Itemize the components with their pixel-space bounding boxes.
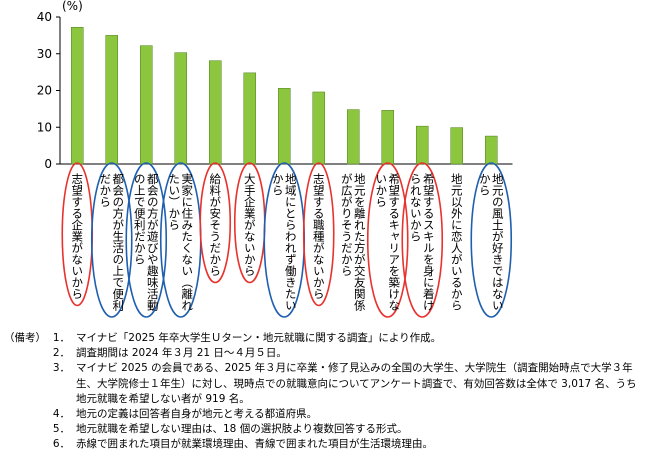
note-number: 1． xyxy=(52,332,70,344)
life-reason-ellipse xyxy=(125,162,168,318)
note-text: マイナビ「2025 年卒大学生Ｕターン・地元就職に関する調査」により作成。 xyxy=(76,332,442,344)
category-label: いから xyxy=(374,173,388,208)
bar xyxy=(381,110,394,165)
y-tick-label: 40 xyxy=(37,10,52,24)
bar xyxy=(140,45,153,165)
work-reason-ellipse xyxy=(199,162,232,284)
category-label: 地元以外に恋人がいるから xyxy=(450,173,464,311)
notes-heading: （備考） xyxy=(4,332,46,344)
note-number: 2． xyxy=(52,347,70,360)
bar xyxy=(312,91,325,165)
note-text: マイナビ 2025 の会員である、2025 年３月に卒業・修了見込みの全国の大学… xyxy=(76,362,637,405)
category-label: 都会の方が遊びや趣味活動 xyxy=(146,173,160,312)
category-label: が広がりそうだから xyxy=(340,173,354,277)
category-label: から xyxy=(271,173,285,196)
category-label: 志望する企業がないから xyxy=(70,173,84,300)
bar-chart: (%) 0 10 20 30 40 志望する企業がないから 都会の方が生活の上で便利だから… xyxy=(37,0,513,318)
category-label: られないから xyxy=(409,173,423,242)
note-item: 5． 地元就職を希望しない理由は、18 個の選択肢より複数回答する形式。 xyxy=(4,422,644,437)
note-item: （備考） 1． マイナビ「2025 年卒大学生Ｕターン・地元就職に関する調査」に… xyxy=(4,331,644,346)
category-label: たい）から xyxy=(167,173,181,231)
note-item: 6． 赤線で囲まれた項目が就業環境理由、青線で囲まれた項目が生活環境理由。 xyxy=(4,437,644,452)
life-reason-ellipse xyxy=(90,162,133,318)
note-number: 6． xyxy=(52,438,70,451)
y-unit-label: (%) xyxy=(62,0,83,13)
bar-series xyxy=(71,27,498,165)
category-label: 給料が安そうだから xyxy=(208,172,222,276)
category-label: 地元の風土が好きではない xyxy=(491,173,505,311)
note-text: 調査期間は 2024 年３月 21 日～４月５日。 xyxy=(76,347,287,360)
work-reason-ellipse xyxy=(401,162,444,318)
y-tick-label: 10 xyxy=(37,120,52,134)
bar xyxy=(243,72,256,165)
bar xyxy=(174,52,187,165)
bar xyxy=(416,125,429,165)
note-text: 地元の定義は回答者自身が地元と考える都道府県。 xyxy=(76,408,318,421)
category-label: 志望する職種がないから xyxy=(312,173,326,300)
note-number: 4． xyxy=(52,408,70,421)
category-label: から xyxy=(478,173,492,196)
category-label: の上で便利だから xyxy=(133,173,147,265)
bar xyxy=(450,127,463,165)
bar xyxy=(485,135,498,165)
bar xyxy=(347,109,360,165)
category-label: 地元を離れた方が交友関係 xyxy=(353,173,367,312)
bar xyxy=(105,35,118,165)
bar xyxy=(71,27,84,165)
y-axis: 0 10 20 30 40 xyxy=(37,10,513,171)
category-label: 大手企業がないから xyxy=(243,172,257,276)
category-label: 都会の方が生活の上で便利 xyxy=(111,173,125,311)
bar xyxy=(278,88,291,165)
life-reason-ellipse xyxy=(470,162,513,318)
y-tick-label: 0 xyxy=(44,157,52,171)
category-label: 希望するスキルを身に着け xyxy=(422,172,436,311)
work-reason-ellipse xyxy=(302,162,335,307)
notes: （備考） 1． マイナビ「2025 年卒大学生Ｕターン・地元就職に関する調査」に… xyxy=(4,331,644,453)
note-item: 2． 調査期間は 2024 年３月 21 日～４月５日。 xyxy=(4,346,644,361)
category-label: 希望するキャリアを築けな xyxy=(387,172,401,311)
y-tick-label: 30 xyxy=(37,47,52,61)
category-label: 地域にとらわれず働きたい xyxy=(284,173,298,311)
note-number: 5． xyxy=(52,423,70,436)
work-reason-ellipse xyxy=(366,162,409,318)
category-label: 実家に住みたくない（離れ xyxy=(180,172,194,311)
note-text: 地元就職を希望しない理由は、18 個の選択肢より複数回答する形式。 xyxy=(76,423,408,436)
category-label: だから xyxy=(98,173,112,208)
note-item: 3． マイナビ 2025 の会員である、2025 年３月に卒業・修了見込みの全国… xyxy=(4,361,644,407)
note-item: 4． 地元の定義は回答者自身が地元と考える都道府県。 xyxy=(4,407,644,422)
note-number: 3． xyxy=(52,362,70,375)
bar xyxy=(209,60,222,165)
note-text: 赤線で囲まれた項目が就業環境理由、青線で囲まれた項目が生活環境理由。 xyxy=(76,438,433,451)
y-tick-label: 20 xyxy=(37,84,52,98)
